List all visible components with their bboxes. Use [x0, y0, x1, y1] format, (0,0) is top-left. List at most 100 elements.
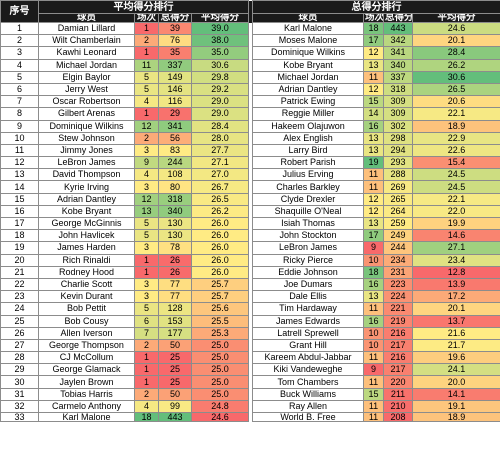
right-total-cell: 219 [383, 314, 413, 328]
left-total-cell: 26 [158, 253, 192, 267]
left-player-name: John Havlicek [38, 229, 135, 243]
seq-cell: 20 [0, 253, 39, 267]
left-avg-cell: 24.8 [191, 399, 249, 414]
left-total-cell: 83 [158, 143, 192, 158]
right-games-cell: 11 [363, 375, 384, 389]
left-games-cell: 3 [134, 143, 159, 158]
left-total-cell: 80 [158, 180, 192, 194]
left-player-name: George Thompson [38, 338, 135, 353]
right-games-cell: 16 [363, 314, 384, 328]
right-avg-cell: 22.1 [412, 107, 500, 121]
left-player-name: Tobias Harris [38, 387, 135, 401]
right-avg-cell: 21.7 [412, 338, 500, 353]
table-row: 8 Gilbert Arenas 1 29 29.0 Reggie Miller 14 309… [0, 107, 500, 121]
right-player-name: Reggie Miller [252, 107, 364, 121]
right-games-cell: 18 [363, 265, 384, 279]
left-total-cell: 340 [158, 204, 192, 219]
left-avg-cell: 27.1 [191, 156, 249, 170]
table-row: 21 Rodney Hood 1 26 26.0 Eddie Johnson 18 231 12… [0, 265, 500, 279]
right-total-cell: 340 [383, 58, 413, 72]
right-player-name: Patrick Ewing [252, 95, 364, 109]
right-games-cell: 15 [363, 95, 384, 109]
left-total-cell: 130 [158, 216, 192, 231]
right-avg-cell: 30.6 [412, 70, 500, 84]
table-row: 9 Dominique Wilkins 12 341 28.4 Hakeem Olajuw… [0, 119, 500, 133]
right-avg-cell: 18.9 [412, 412, 500, 422]
right-games-cell: 16 [363, 277, 384, 292]
left-avg-cell: 28.4 [191, 119, 249, 133]
right-player-name: Larry Bird [252, 143, 364, 158]
right-games-cell: 14 [363, 107, 384, 121]
right-total-cell: 443 [383, 21, 413, 36]
right-total-cell: 244 [383, 241, 413, 255]
right-total-cell: 265 [383, 192, 413, 206]
right-games-cell: 12 [363, 82, 384, 97]
left-avg-cell: 26.0 [191, 216, 249, 231]
left-avg-cell: 25.0 [191, 387, 249, 401]
left-player-name: Elgin Baylor [38, 70, 135, 84]
right-total-cell: 342 [383, 34, 413, 48]
left-avg-header: 平均得分 [191, 13, 249, 23]
right-avg-cell: 20.1 [412, 34, 500, 48]
left-avg-cell: 25.0 [191, 363, 249, 377]
left-avg-cell: 25.7 [191, 290, 249, 304]
left-player-name: Dominique Wilkins [38, 119, 135, 133]
right-total-cell: 210 [383, 399, 413, 414]
left-total-cell: 108 [158, 168, 192, 182]
header-row-top: 序号 平均得分排行 总得分排行 [0, 0, 500, 23]
table-row: 27 George Thompson 2 50 25.0 Grant Hill 10 217 2… [0, 338, 500, 353]
right-avg-cell: 26.5 [412, 82, 500, 97]
right-total-cell: 217 [383, 338, 413, 353]
table-row: 4 Michael Jordan 11 337 30.6 Kobe Bryant 13 340… [0, 58, 500, 72]
right-player-name: Grant Hill [252, 338, 364, 353]
right-player-name: Ricky Pierce [252, 253, 364, 267]
left-games-cell: 2 [134, 338, 159, 353]
left-avg-cell: 38.0 [191, 34, 249, 48]
right-total-cell: 293 [383, 156, 413, 170]
right-avg-cell: 24.6 [412, 21, 500, 36]
left-avg-cell: 27.7 [191, 143, 249, 158]
left-player-name: Michael Jordan [38, 58, 135, 72]
table-row: 5 Elgin Baylor 5 149 29.8 Michael Jordan 11 337… [0, 70, 500, 84]
avg-ranking-title: 平均得分排行 [38, 0, 249, 14]
right-avg-cell: 24.5 [412, 180, 500, 194]
right-games-cell: 18 [363, 21, 384, 36]
seq-cell: 30 [0, 375, 39, 389]
right-player-name: Eddie Johnson [252, 265, 364, 279]
seq-cell: 22 [0, 277, 39, 292]
table-row: 16 Kobe Bryant 13 340 26.2 Shaquille O'Neal 12… [0, 204, 500, 219]
right-player-name: Michael Jordan [252, 70, 364, 84]
left-player-name: Jimmy Jones [38, 143, 135, 158]
right-total-cell: 208 [383, 412, 413, 422]
left-total-cell: 29 [158, 107, 192, 121]
right-player-name: Tom Chambers [252, 375, 364, 389]
table-row: 2 Wilt Chamberlain 2 76 38.0 Moses Malone 17 34… [0, 34, 500, 48]
left-avg-cell: 26.5 [191, 192, 249, 206]
left-player-name: Oscar Robertson [38, 95, 135, 109]
right-player-name: Isiah Thomas [252, 216, 364, 231]
left-player-name: Carmelo Anthony [38, 399, 135, 414]
left-player-name: LeBron James [38, 156, 135, 170]
right-games-cell: 13 [363, 143, 384, 158]
left-avg-cell: 25.7 [191, 277, 249, 292]
left-games-cell: 4 [134, 399, 159, 414]
right-avg-cell: 12.8 [412, 265, 500, 279]
seq-cell: 29 [0, 363, 39, 377]
left-player-name: Stew Johnson [38, 131, 135, 145]
left-games-cell: 18 [134, 412, 159, 422]
right-avg-cell: 19.6 [412, 351, 500, 365]
right-games-cell: 16 [363, 119, 384, 133]
left-total-cell: 39 [158, 21, 192, 36]
left-total-cell: 25 [158, 351, 192, 365]
right-avg-cell: 20.1 [412, 302, 500, 316]
left-games-cell: 5 [134, 82, 159, 97]
left-games-cell: 2 [134, 387, 159, 401]
seq-cell: 28 [0, 351, 39, 365]
right-player-header: 球员 [252, 13, 364, 23]
left-games-cell: 13 [134, 204, 159, 219]
seq-cell: 19 [0, 241, 39, 255]
right-player-name: Hakeem Olajuwon [252, 119, 364, 133]
right-total-header: 总得分 [383, 13, 413, 23]
right-games-cell: 11 [363, 302, 384, 316]
left-games-cell: 6 [134, 314, 159, 328]
